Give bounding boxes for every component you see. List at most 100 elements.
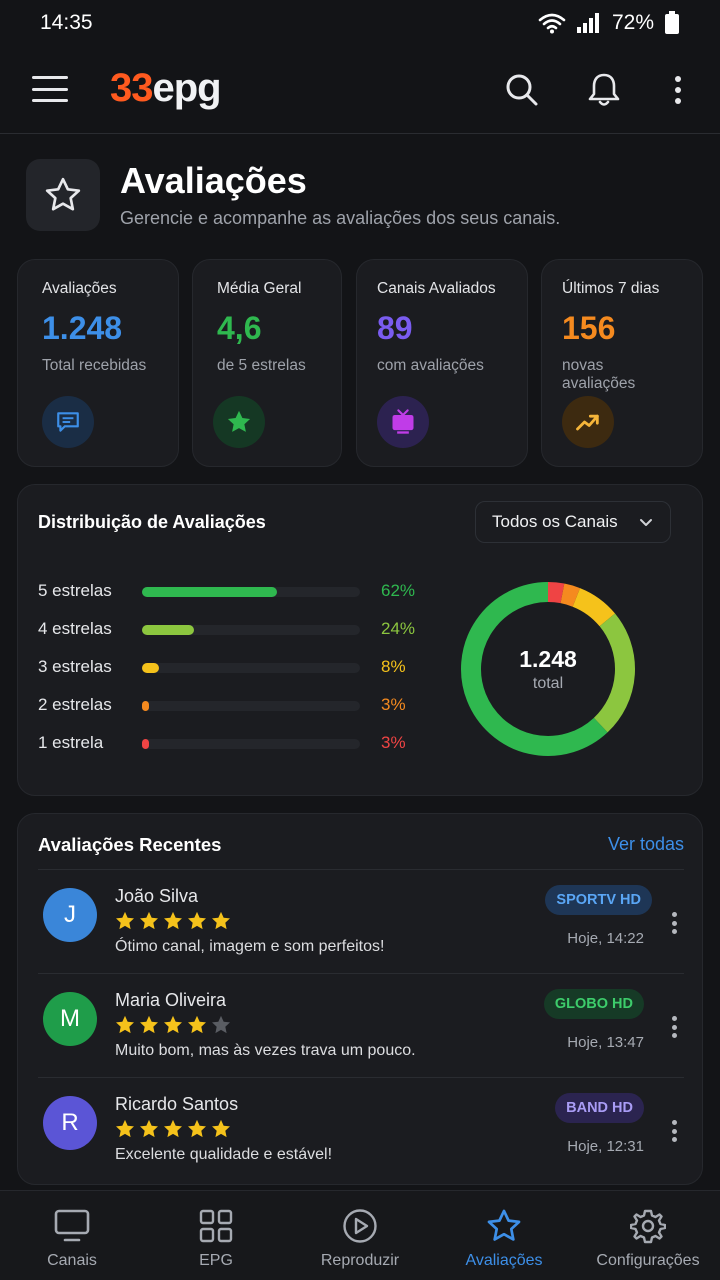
distribution-row-4: 4 estrelas 24% — [38, 617, 438, 641]
stat-value: 89 — [377, 310, 413, 346]
recent-reviews-card: Avaliações Recentes Ver todas J João Sil… — [17, 813, 703, 1185]
distribution-donut-chart — [461, 582, 635, 756]
avatar: R — [43, 1096, 97, 1150]
star-filled-icon — [162, 1118, 184, 1145]
distribution-percent: 3% — [381, 733, 406, 752]
reviewer-name: Ricardo Santos — [115, 1094, 239, 1114]
page-title: Avaliações — [120, 160, 307, 201]
star-filled-icon — [162, 1014, 184, 1041]
nav-item-configuracoes[interactable]: Configurações — [576, 1191, 720, 1280]
battery-icon — [665, 11, 679, 34]
star-filled-icon — [138, 910, 160, 937]
distribution-track — [142, 663, 360, 673]
review-item[interactable]: R Ricardo Santos Excelente qualidade e e… — [38, 1077, 684, 1181]
star-filled-icon — [186, 910, 208, 937]
stat-card-average[interactable]: Média Geral 4,6 de 5 estrelas — [192, 259, 342, 467]
review-text: Ótimo canal, imagem e som perfeitos! — [115, 938, 385, 955]
nav-item-epg[interactable]: EPG — [144, 1191, 288, 1280]
distribution-track — [142, 701, 360, 711]
app-logo[interactable]: 33epg — [110, 66, 222, 110]
signal-icon — [576, 13, 599, 33]
review-text: Excelente qualidade e estável! — [115, 1146, 333, 1163]
star-filled-icon — [186, 1118, 208, 1145]
donut-total: 1.248 — [519, 645, 577, 672]
rating-stars — [114, 1118, 232, 1145]
review-time: Hoje, 14:22 — [567, 930, 644, 947]
distribution-label: 2 estrelas — [38, 695, 112, 714]
menu-button[interactable] — [30, 72, 70, 106]
rating-stars — [114, 1014, 232, 1041]
review-more-button[interactable] — [664, 1012, 684, 1042]
stat-sub: com avaliações — [377, 357, 484, 374]
more-options-button[interactable] — [658, 70, 698, 110]
page-icon-box — [26, 159, 100, 231]
distribution-label: 4 estrelas — [38, 619, 112, 638]
donut-segment — [461, 582, 608, 756]
channel-filter-select[interactable]: Todos os Canais — [475, 501, 671, 543]
donut-segment — [547, 582, 565, 604]
star-filled-icon — [138, 1014, 160, 1041]
nav-item-reproduzir[interactable]: Reproduzir — [288, 1191, 432, 1280]
review-more-button[interactable] — [664, 908, 684, 938]
battery-percent: 72% — [611, 11, 654, 34]
channel-filter-value: Todos os Canais — [492, 512, 618, 531]
notifications-button[interactable] — [584, 70, 624, 110]
more-vertical-icon — [675, 76, 681, 104]
channel-badge[interactable]: GLOBO HD — [543, 989, 644, 1019]
chevron-down-icon — [640, 519, 652, 526]
channel-badge[interactable]: BAND HD — [555, 1093, 644, 1123]
distribution-track — [142, 739, 360, 749]
star-icon — [485, 1207, 523, 1245]
distribution-row-2: 2 estrelas 3% — [38, 693, 438, 717]
star-filled-icon — [114, 1118, 136, 1145]
status-bar: 14:35 72% — [0, 0, 720, 46]
status-time: 14:35 — [40, 11, 93, 34]
page-subtitle: Gerencie e acompanhe as avaliações dos s… — [120, 208, 561, 228]
gear-icon — [629, 1207, 667, 1245]
donut-caption: total — [532, 674, 564, 692]
distribution-track — [142, 625, 360, 635]
reviewer-name: Maria Oliveira — [115, 990, 227, 1010]
recent-reviews-title: Avaliações Recentes — [38, 834, 222, 855]
nav-item-avaliacoes[interactable]: Avaliações — [432, 1191, 576, 1280]
stat-label: Últimos 7 dias — [562, 280, 660, 297]
stat-card-total[interactable]: Avaliações 1.248 Total recebidas — [17, 259, 179, 467]
chat-icon — [42, 396, 94, 448]
stat-label: Média Geral — [217, 280, 302, 297]
star-filled-icon — [114, 910, 136, 937]
search-button[interactable] — [502, 70, 542, 110]
channel-badge[interactable]: SPORTV HD — [545, 885, 652, 915]
stat-value: 4,6 — [217, 310, 262, 346]
tv-icon — [377, 396, 429, 448]
distribution-bar — [142, 625, 195, 635]
nav-label: Avaliações — [465, 1252, 543, 1269]
stat-sub: de 5 estrelas — [217, 357, 306, 374]
stat-label: Avaliações — [42, 280, 117, 297]
distribution-label: 3 estrelas — [38, 657, 112, 676]
play-icon — [341, 1207, 379, 1245]
bell-icon — [588, 73, 620, 106]
nav-item-canais[interactable]: Canais — [0, 1191, 144, 1280]
avatar: M — [43, 992, 97, 1046]
stat-sub: Total recebidas — [42, 357, 147, 374]
tv-icon — [53, 1207, 91, 1245]
star-empty-icon — [210, 1014, 232, 1041]
distribution-label: 5 estrelas — [38, 581, 112, 600]
review-time: Hoje, 12:31 — [567, 1138, 644, 1155]
stat-value: 1.248 — [42, 310, 123, 346]
donut-segment — [560, 583, 581, 607]
star-icon — [213, 396, 265, 448]
stat-card-last-7-days[interactable]: Últimos 7 dias 156 novas avaliações — [541, 259, 703, 467]
stat-card-channels[interactable]: Canais Avaliados 89 com avaliações — [356, 259, 528, 467]
review-item[interactable]: J João Silva Ótimo canal, imagem e som p… — [38, 869, 684, 973]
donut-center: 1.248 total — [458, 579, 638, 759]
rating-stars — [114, 910, 232, 937]
review-item[interactable]: M Maria Oliveira Muito bom, mas às vezes… — [38, 973, 684, 1077]
star-outline-icon — [45, 177, 81, 211]
wifi-icon — [538, 13, 566, 34]
distribution-bar — [142, 739, 149, 749]
app-bar: 33epg — [0, 46, 720, 134]
star-filled-icon — [210, 910, 232, 937]
review-more-button[interactable] — [664, 1116, 684, 1146]
see-all-link[interactable]: Ver todas — [607, 834, 684, 854]
